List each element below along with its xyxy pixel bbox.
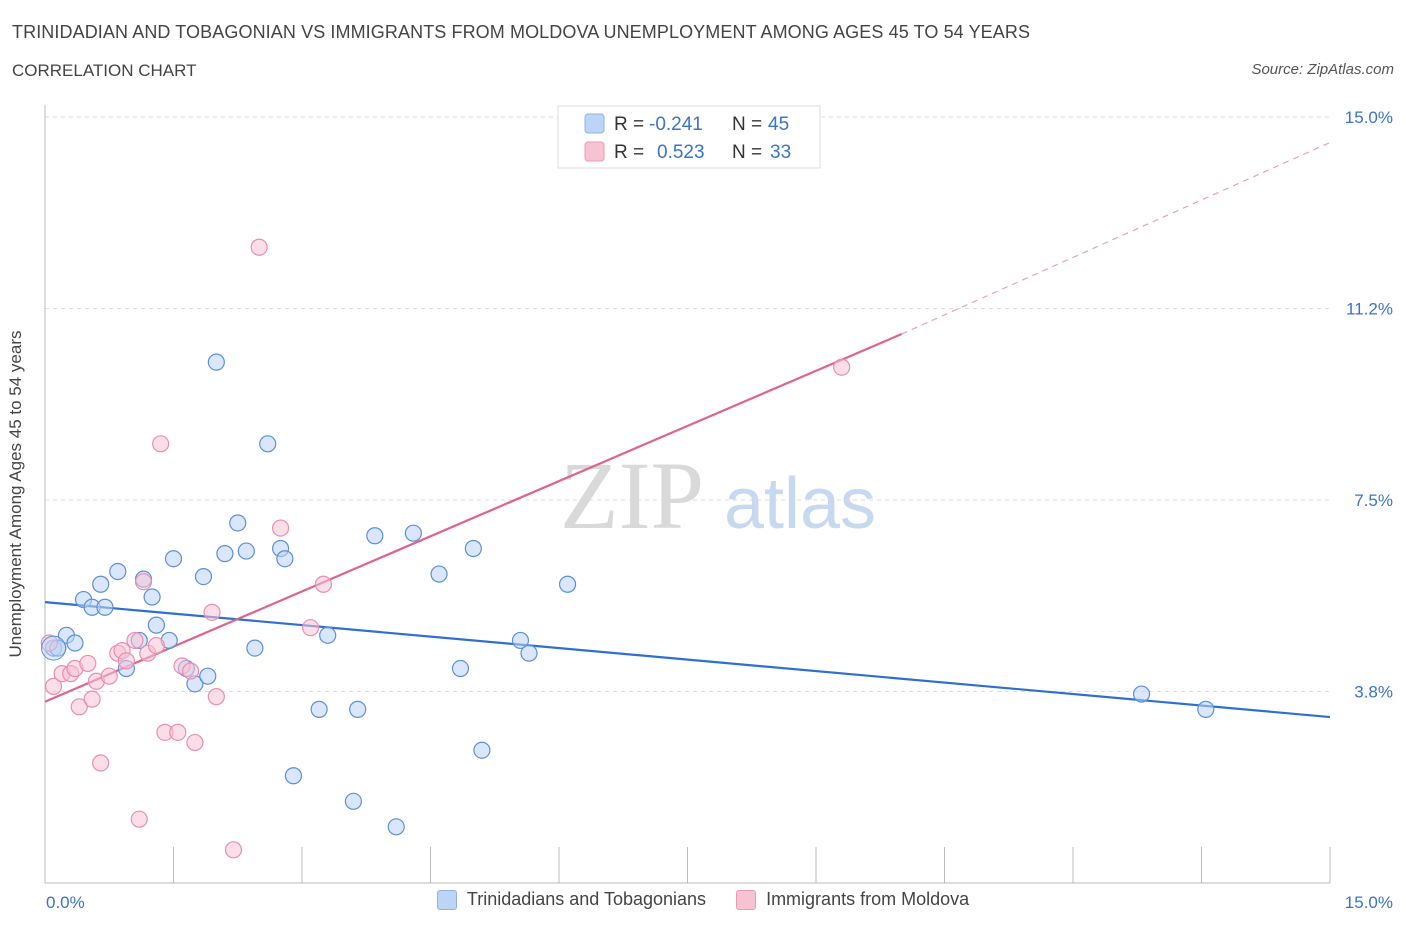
point-moldova-19 <box>152 435 170 453</box>
point-moldova-21 <box>169 723 187 741</box>
x-tick-label-1: 15.0% <box>1345 893 1393 912</box>
point-trinidadian-12 <box>147 616 165 634</box>
trend-lines <box>44 141 1331 719</box>
point-trinidadian-7 <box>109 562 127 581</box>
axes <box>44 105 1331 884</box>
data-points <box>40 238 1215 859</box>
point-moldova-10 <box>100 667 118 685</box>
point-moldova-16 <box>134 573 153 591</box>
point-moldova-28 <box>250 238 268 256</box>
point-moldova-7 <box>83 690 101 708</box>
point-moldova-14 <box>126 631 144 650</box>
point-trinidadian-33 <box>387 818 405 836</box>
point-trinidadian-35 <box>430 565 448 583</box>
point-trinidadian-37 <box>464 539 482 558</box>
legend-top-n-label-1: N = <box>732 142 762 163</box>
legend-swatch-blue <box>436 889 457 910</box>
point-trinidadian-11 <box>143 588 161 606</box>
legend-top-n-label-0: N = <box>732 114 762 135</box>
legend-bottom: Trinidadians and Tobagonians Immigrants … <box>0 889 1406 910</box>
point-moldova-23 <box>182 662 200 680</box>
legend-top-swatch-pink <box>584 141 605 162</box>
chart-title: TRINIDADIAN AND TOBAGONIAN VS IMMIGRANTS… <box>12 22 1031 42</box>
legend-top: R = -0.241 N = 45 R = 0.523 N = 33 <box>557 105 821 169</box>
y-tick-label-0: 15.0% <box>1345 108 1393 127</box>
point-moldova-6 <box>79 654 97 673</box>
point-trinidadian-41 <box>558 575 577 593</box>
point-trinidadian-21 <box>229 514 247 532</box>
y-tick-labels: 15.0% 11.2% 7.5% 3.8% <box>1345 108 1393 702</box>
point-trinidadian-17 <box>194 567 213 586</box>
point-moldova-5 <box>70 698 88 716</box>
zipatlas-watermark: ZIP atlas <box>560 442 876 549</box>
point-moldova-26 <box>207 688 225 706</box>
source-note: Source: ZipAtlas.com <box>1251 61 1394 78</box>
point-trinidadian-40 <box>520 644 538 662</box>
point-trinidadian-24 <box>259 435 277 453</box>
legend-top-swatch-blue <box>584 113 605 134</box>
legend-top-r-label-1: R = <box>614 142 644 163</box>
x-tick-label-0: 0.0% <box>46 893 85 912</box>
legend-label-trinidadians: Trinidadians and Tobagonians <box>466 889 707 909</box>
point-trinidadian-31 <box>349 700 367 718</box>
point-trinidadian-23 <box>246 639 264 657</box>
point-trinidadian-22 <box>237 542 255 560</box>
point-moldova-15 <box>130 810 148 828</box>
legend-top-r-value-1: 0.523 <box>657 142 705 163</box>
legend-top-r-value-0: -0.241 <box>649 114 703 135</box>
point-trinidadian-26 <box>276 550 294 568</box>
trend-line-moldova-extension <box>901 141 1331 335</box>
point-moldova-25 <box>203 603 221 621</box>
legend-item-moldova: Immigrants from Moldova <box>736 889 969 910</box>
point-moldova-29 <box>271 519 290 537</box>
point-trinidadian-14 <box>164 550 183 568</box>
point-trinidadian-20 <box>216 545 234 563</box>
trend-line-trinidadian <box>44 601 1331 719</box>
point-trinidadian-27 <box>284 767 303 785</box>
point-moldova-24 <box>186 733 204 752</box>
point-trinidadian-34 <box>404 524 422 542</box>
point-moldova-1 <box>44 677 63 695</box>
point-trinidadian-36 <box>451 659 470 678</box>
point-moldova-32 <box>833 358 851 376</box>
x-tick-labels: 0.0% 15.0% <box>46 893 1393 912</box>
y-tick-label-1: 11.2% <box>1346 300 1393 319</box>
legend-top-r-label-0: R = <box>614 114 644 135</box>
point-trinidadian-28 <box>310 700 328 718</box>
point-moldova-30 <box>301 619 320 637</box>
point-trinidadian-42 <box>1132 685 1151 703</box>
point-trinidadian-29 <box>319 626 337 644</box>
watermark-atlas: atlas <box>724 464 876 544</box>
point-trinidadian-30 <box>344 792 362 810</box>
legend-item-trinidadians: Trinidadians and Tobagonians <box>436 889 707 910</box>
legend-swatch-pink <box>736 889 757 910</box>
chart-subtitle: CORRELATION CHART <box>12 61 197 80</box>
point-trinidadian-6 <box>96 598 114 616</box>
legend-top-n-value-1: 33 <box>770 142 791 163</box>
point-trinidadian-cluster <box>41 635 67 661</box>
point-moldova-13 <box>117 652 135 670</box>
point-moldova-27 <box>224 841 243 859</box>
point-trinidadian-19 <box>207 353 225 371</box>
point-trinidadian-18 <box>199 667 217 685</box>
grid-lines <box>45 116 1330 692</box>
point-trinidadian-5 <box>92 575 110 593</box>
y-axis-label: Unemployment Among Ages 45 to 54 years <box>6 330 25 658</box>
point-moldova-9 <box>92 754 110 772</box>
legend-top-n-value-0: 45 <box>768 114 789 135</box>
point-trinidadian-43 <box>1197 700 1215 718</box>
legend-label-moldova: Immigrants from Moldova <box>766 889 970 909</box>
point-trinidadian-38 <box>473 741 491 759</box>
watermark-zip: ZIP <box>560 442 704 549</box>
trend-line-moldova <box>44 333 903 703</box>
point-moldova-31 <box>314 575 333 593</box>
point-trinidadian-2 <box>66 634 84 652</box>
point-trinidadian-32 <box>366 527 384 545</box>
y-tick-label-3: 3.8% <box>1354 683 1393 702</box>
point-moldova-18 <box>147 636 165 655</box>
point-trinidadian-39 <box>511 631 530 650</box>
y-tick-label-2: 7.5% <box>1354 491 1393 510</box>
